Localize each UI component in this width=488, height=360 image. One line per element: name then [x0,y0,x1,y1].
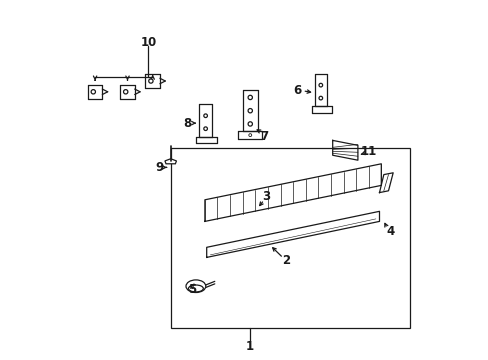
Text: 4: 4 [386,225,394,238]
Text: 10: 10 [140,36,156,49]
Polygon shape [164,159,176,164]
Text: 7: 7 [260,130,268,143]
Text: 3: 3 [262,190,269,203]
Bar [170,148,409,328]
Text: 8: 8 [183,117,191,130]
Text: 2: 2 [281,255,289,267]
Text: 6: 6 [293,84,301,97]
Text: 9: 9 [155,161,163,174]
Text: 5: 5 [188,283,196,296]
Ellipse shape [185,280,205,292]
Text: 1: 1 [245,340,253,353]
Text: 11: 11 [360,145,376,158]
